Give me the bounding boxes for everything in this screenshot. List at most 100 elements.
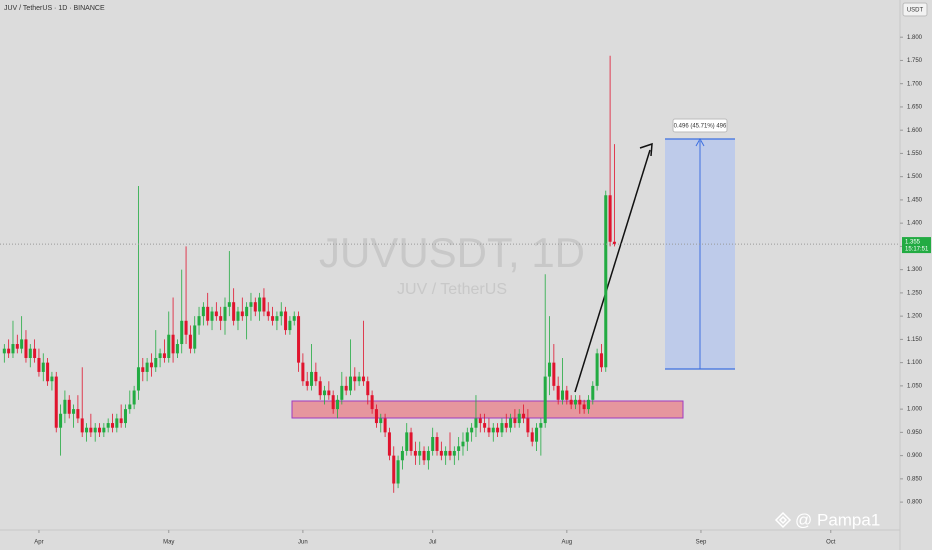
candle-body [227,302,231,307]
y-tick-label: 1.550 [907,151,923,157]
y-tick-label: 0.900 [907,453,923,459]
candle-body [33,348,37,358]
candle-body [115,418,119,428]
candle-body [517,413,521,424]
candle-body [297,316,301,363]
candle-body [457,446,461,451]
candle-body [266,311,270,317]
candle-body [474,418,478,428]
candle-body [54,376,58,428]
x-tick-label: Aug [561,540,572,546]
candle-body [405,432,409,451]
x-tick-label: May [163,540,174,546]
candle-body [253,302,257,312]
candle-body [93,427,97,433]
candle-body [67,399,71,414]
y-tick-label: 1.500 [907,174,923,180]
candle-body [110,423,115,428]
candle-body [80,418,84,433]
candle-body [197,316,201,326]
candle-body [513,418,517,424]
candle-body [500,423,504,433]
candle-body [76,409,80,419]
support-zone [291,400,684,419]
last-price-box [902,237,931,254]
y-tick-label: 1.700 [907,81,923,87]
candle-body [444,450,448,456]
candle-body [11,344,15,354]
currency-box [902,2,928,17]
candle-body [348,376,352,391]
candle-body [496,427,500,433]
candle-body [171,334,175,354]
candle-body [569,399,573,405]
candle-body [387,432,391,456]
candle-body [2,348,6,354]
candle-body [206,306,210,321]
candle-body [141,367,145,372]
candle-body [439,450,443,456]
candle-body [279,311,283,317]
x-tick-label: Apr [34,540,43,546]
candle-body [400,450,404,461]
candle-body [201,306,205,317]
candle-body [366,381,370,396]
candle-body [167,334,171,358]
candle-body [188,334,192,349]
measure-box [672,118,728,133]
candle-body [128,404,132,410]
last-price-label: 1.355 [905,240,921,246]
candle-body [20,339,24,349]
candle-body [556,385,560,400]
candle-body [162,353,166,358]
candle-body [85,427,89,433]
candle-body [461,441,465,447]
currency: USDT [907,8,924,14]
candle-body [132,390,136,405]
candle-body [565,390,569,400]
candle-body [396,460,400,484]
x-tick-label: Sep [696,540,707,546]
candle-body [535,427,539,442]
y-tick-label: 1.750 [907,58,923,64]
candle-body [522,413,526,419]
candle-body [573,399,577,405]
y-tick-label: 0.950 [907,430,923,436]
candle-body [219,316,223,321]
candle-body [448,450,452,456]
candle-body [288,320,292,331]
candle-body [271,316,275,321]
candle-body [431,437,435,451]
candle-body [340,385,344,400]
candle-body [582,404,586,410]
candle-body [72,409,76,414]
candle-body [240,311,244,317]
candle-body [249,302,253,307]
candle-body [89,427,93,433]
y-tick-label: 1.250 [907,290,923,296]
x-tick-label: Jun [298,540,308,546]
candle-body [223,306,227,321]
chart-header: JUV / TetherUS · 1D · BINANCE [4,5,105,12]
y-tick-label: 1.150 [907,337,923,343]
candle-body [184,320,188,335]
candle-body [318,381,322,396]
candle-body [435,437,439,451]
candles [2,55,616,493]
candle-body [418,450,422,456]
candle-body [586,399,590,410]
candle-body [392,455,396,484]
candle-body [262,297,266,312]
candle-body [357,376,361,382]
candle-body [595,353,599,386]
y-tick-label: 0.850 [907,476,923,482]
watermark-sub: JUV / TetherUS [397,281,507,298]
author-logo [774,511,792,529]
candle-body [119,418,123,424]
candle-body [275,316,279,321]
candle-body [310,371,314,386]
candle-body [314,371,318,382]
x-tick-label: Oct [826,540,836,546]
